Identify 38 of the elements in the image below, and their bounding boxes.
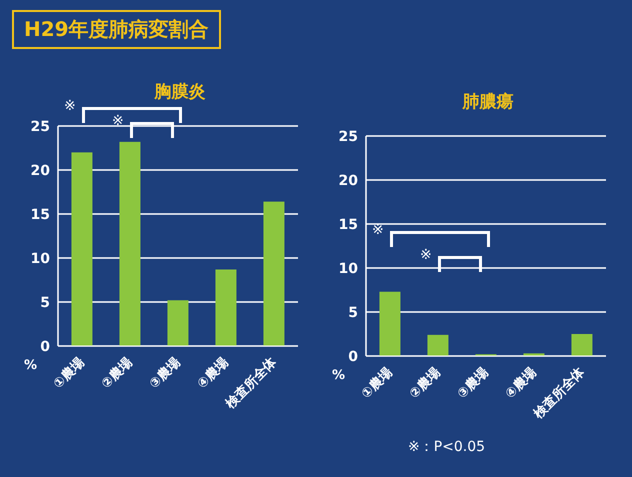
y-axis-title: % [24, 358, 38, 373]
chart-title: 肺膿瘍 [461, 91, 514, 114]
x-tick-label: ②農場 [406, 365, 444, 402]
bar [119, 142, 140, 346]
x-tick-label: ④農場 [194, 355, 232, 392]
text: ※：P<0.05 [408, 438, 486, 456]
x-tick-label: ③農場 [454, 365, 492, 402]
annotation: ※ [112, 113, 124, 130]
text: ※ [64, 98, 76, 114]
bar [263, 202, 284, 346]
y-tick-label: 25 [30, 118, 50, 135]
x-tick-label: ①農場 [50, 355, 88, 392]
y-tick-label: 10 [338, 260, 358, 277]
annotation: ※ [372, 222, 384, 238]
y-tick-label: 5 [348, 304, 358, 321]
text: H29年度肺病変割合 [12, 10, 221, 49]
y-tick-label: 25 [338, 128, 358, 145]
y-tick-label: 10 [30, 250, 50, 267]
bar [379, 292, 400, 356]
bar [71, 152, 92, 346]
y-tick-label: 20 [338, 172, 358, 189]
x-tick-label: ①農場 [358, 365, 396, 402]
annotation: ※ [420, 246, 432, 263]
y-tick-label: 0 [40, 338, 50, 355]
y-tick-label: 20 [30, 162, 50, 179]
x-tick-label: ②農場 [98, 355, 136, 392]
y-tick-label: 5 [40, 294, 50, 311]
bar [167, 300, 188, 346]
bar [427, 334, 448, 356]
y-axis-title: % [332, 368, 346, 383]
y-tick-label: 15 [30, 206, 50, 223]
x-tick-label: ③農場 [146, 355, 184, 392]
chart-title: 胸膜炎 [154, 82, 206, 102]
x-tick-label: ④農場 [502, 365, 540, 402]
bar [215, 269, 236, 346]
y-tick-label: 15 [338, 216, 358, 233]
y-tick-label: 0 [348, 348, 358, 365]
bar [571, 334, 592, 356]
